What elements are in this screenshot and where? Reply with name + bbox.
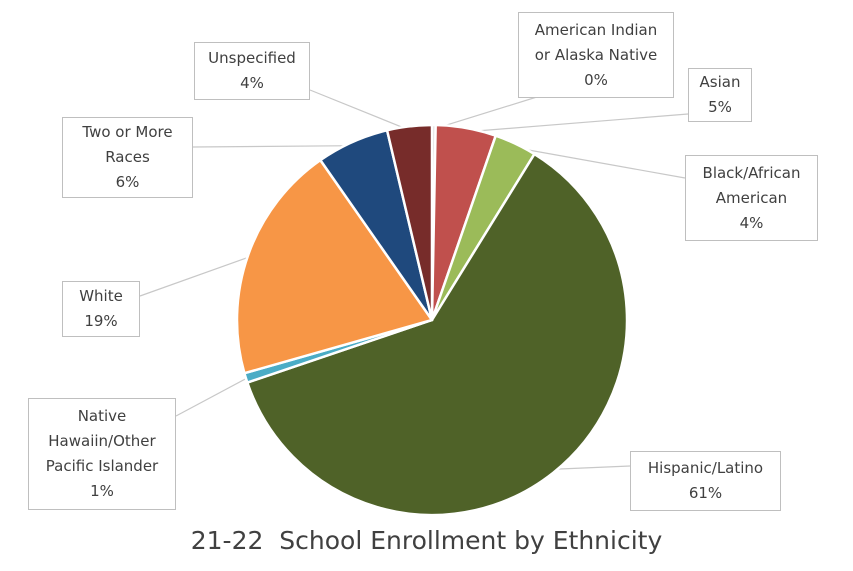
slice-label-line: Pacific Islander — [45, 457, 159, 475]
leader-line-6 — [192, 145, 354, 148]
slice-value-label: 6% — [115, 173, 140, 191]
pie-slices — [235, 123, 629, 517]
slice-label-6: Two or More Races 6% — [62, 117, 193, 198]
slice-label-3: Hispanic/Latino 61% — [630, 451, 781, 511]
slice-label-line: or Alaska Native — [534, 45, 658, 64]
slice-label-4: Native Hawaiin/Other Pacific Islander 1% — [28, 398, 176, 510]
slice-value-label: 4% — [240, 74, 264, 92]
pie-slice-3 — [246, 152, 629, 517]
slice-label-line: Black/African — [702, 163, 801, 182]
leader-line-2 — [513, 146, 686, 179]
pie-slice-7 — [385, 123, 434, 322]
slice-value-label: 1% — [90, 482, 114, 500]
slice-label-5: White 19% — [62, 281, 140, 337]
slice-label-2: Black/African American 4% — [685, 155, 818, 241]
slice-label-line: Native — [77, 407, 127, 425]
slice-label-line: American — [715, 188, 788, 207]
slice-value-label: 0% — [584, 70, 608, 89]
slice-value-label: 4% — [739, 213, 764, 232]
slice-label-line: Two or More — [82, 123, 173, 141]
leader-line-3 — [550, 465, 631, 470]
slice-label-line: American Indian — [534, 20, 658, 39]
slice-value-label: 5% — [708, 98, 732, 116]
slice-value-label: 19% — [84, 312, 118, 330]
slice-label-line: Hispanic/Latino — [647, 459, 764, 477]
leader-line-4 — [175, 376, 250, 417]
slice-label-0: American Indian or Alaska Native 0% — [518, 12, 674, 98]
slice-label-line: Asian — [699, 73, 741, 91]
slice-label-line: Races — [105, 148, 150, 166]
slice-value-label: 61% — [688, 484, 723, 502]
slice-label-line: White — [79, 287, 123, 305]
slice-label-line: Unspecified — [208, 49, 296, 67]
slice-label-line: Hawaiin/Other — [48, 432, 156, 450]
leader-line-7 — [309, 89, 411, 131]
slice-label-1: Asian 5% — [688, 68, 752, 122]
slice-label-7: Unspecified 4% — [194, 42, 310, 100]
leader-line-5 — [139, 255, 253, 297]
leader-line-1 — [465, 113, 689, 133]
chart-title: 21-22 School Enrollment by Ethnicity — [190, 526, 663, 555]
leader-lines — [139, 89, 689, 470]
leader-line-0 — [433, 95, 541, 130]
pie-slice-5 — [235, 158, 434, 375]
